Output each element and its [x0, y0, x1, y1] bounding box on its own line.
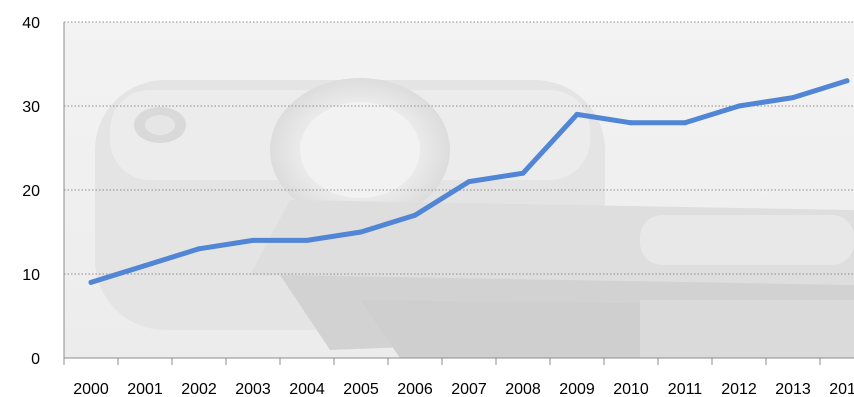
y-tick-label: 0 [31, 351, 40, 368]
x-tick-label-2013: 2013 [775, 381, 811, 397]
x-tick-label-2011: 2011 [668, 381, 703, 397]
data-point-2006 [412, 212, 418, 218]
x-tick-label-2007: 2007 [451, 381, 487, 397]
data-point-2003 [250, 237, 256, 243]
data-point-2004 [304, 237, 310, 243]
x-tick-label-2014: 2014 [829, 381, 854, 397]
series-layer [88, 78, 850, 285]
x-tick-label-2005: 2005 [343, 381, 379, 397]
x-tick-label-2003: 2003 [235, 381, 271, 397]
data-point-2002 [196, 246, 202, 252]
x-tick-label-2004: 2004 [289, 381, 325, 397]
data-point-2012 [736, 103, 742, 109]
data-point-2007 [466, 179, 472, 185]
y-axis-labels: 0 10 20 30 40 [22, 15, 40, 368]
x-axis-labels: 2000 2001 2002 2003 2004 2005 2006 2007 2008 2009… [73, 381, 854, 397]
x-tick-label-2006: 2006 [397, 381, 433, 397]
y-tick-label: 20 [22, 183, 40, 200]
data-point-2011 [682, 120, 688, 126]
data-point-2001 [142, 263, 148, 269]
x-tick-label-2000: 2000 [73, 381, 109, 397]
x-tick-label-2008: 2008 [505, 381, 541, 397]
data-point-2009 [574, 111, 580, 117]
data-point-2014 [844, 78, 850, 84]
x-tick-label-2001: 2001 [127, 381, 163, 397]
x-tick-label-2002: 2002 [181, 381, 217, 397]
x-tick-label-2010: 2010 [613, 381, 649, 397]
data-point-2000 [88, 279, 94, 285]
data-point-2010 [628, 120, 634, 126]
data-point-2008 [520, 170, 526, 176]
x-tick-label-2012: 2012 [721, 381, 757, 397]
y-tick-label: 40 [22, 15, 40, 32]
y-tick-label: 30 [22, 99, 40, 116]
axes [63, 22, 854, 365]
x-tick-label-2009: 2009 [559, 381, 595, 397]
data-point-2013 [790, 95, 796, 101]
y-tick-label: 10 [22, 267, 40, 284]
gridlines [64, 21, 854, 275]
data-point-2005 [358, 229, 364, 235]
